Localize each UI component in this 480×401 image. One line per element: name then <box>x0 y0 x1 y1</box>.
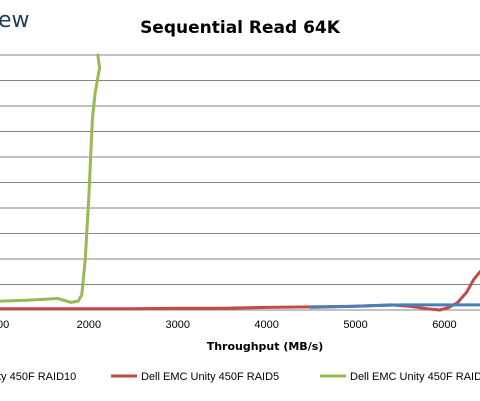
x-tick-label: 3000 <box>166 319 190 331</box>
x-tick-label: 4000 <box>254 319 278 331</box>
x-tick-label: 000 <box>0 319 9 331</box>
legend: ty 450F RAID10 Dell EMC Unity 450F RAID5 D… <box>0 371 480 383</box>
legend-label: Dell EMC Unity 450F RAID5 <box>141 371 279 383</box>
legend-label: ty 450F RAID10 <box>0 371 76 383</box>
brand-logo-text: ew <box>0 8 30 33</box>
legend-label: Dell EMC Unity 450F RAID10 <box>350 371 480 383</box>
x-tick-label: 2000 <box>77 319 101 331</box>
series-layer <box>0 53 480 312</box>
x-tick-label: 5000 <box>343 319 367 331</box>
x-axis-ticks: 000 2000 3000 4000 5000 6000 <box>0 319 457 331</box>
x-tick-label: 6000 <box>432 319 456 331</box>
gridlines <box>0 54 480 311</box>
x-axis-label: Throughput (MB/s) <box>207 340 324 353</box>
series-line-2 <box>0 53 102 304</box>
series-line-0 <box>309 303 480 309</box>
chart-title: Sequential Read 64K <box>140 18 341 38</box>
